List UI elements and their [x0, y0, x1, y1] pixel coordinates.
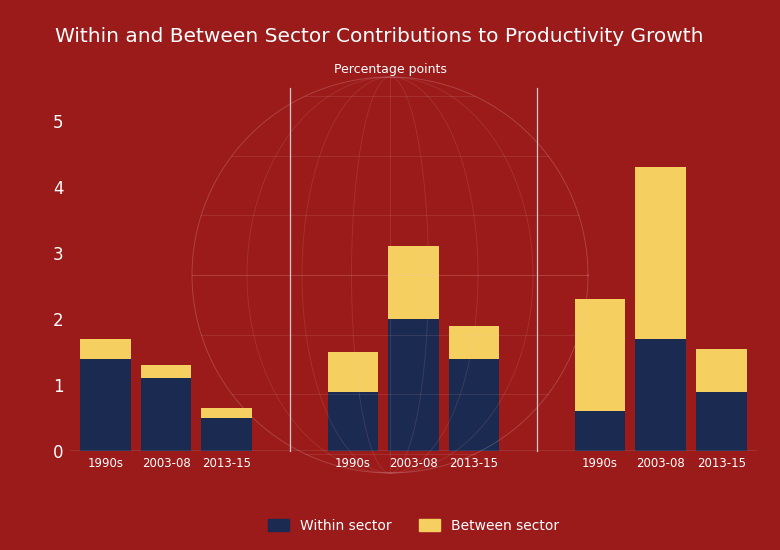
- Bar: [696, 349, 746, 392]
- Bar: [448, 359, 499, 451]
- Bar: [636, 339, 686, 451]
- Bar: [80, 359, 131, 451]
- Bar: [328, 352, 378, 392]
- Bar: [636, 167, 686, 339]
- Bar: [575, 299, 626, 411]
- Bar: [141, 378, 191, 451]
- Bar: [328, 392, 378, 451]
- Bar: [575, 411, 626, 451]
- Text: Percentage points: Percentage points: [334, 63, 446, 76]
- Text: Within and Between Sector Contributions to Productivity Growth: Within and Between Sector Contributions …: [55, 28, 703, 47]
- Bar: [448, 326, 499, 359]
- Bar: [201, 408, 252, 418]
- Legend: Within sector, Between sector: Within sector, Between sector: [262, 513, 565, 538]
- Bar: [201, 418, 252, 451]
- Bar: [388, 246, 438, 319]
- Bar: [696, 392, 746, 451]
- Bar: [141, 365, 191, 378]
- Bar: [80, 339, 131, 359]
- Bar: [388, 319, 438, 451]
